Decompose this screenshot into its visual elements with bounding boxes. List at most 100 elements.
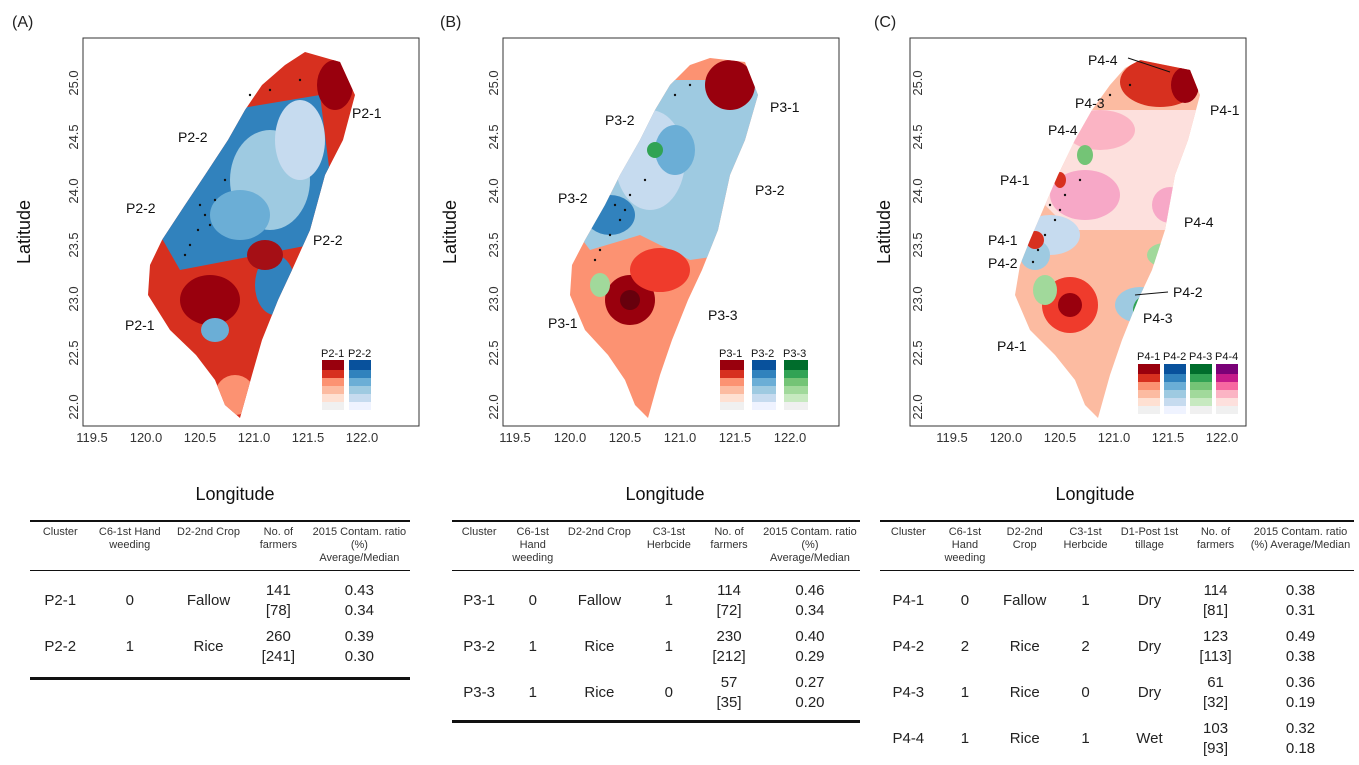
x-axis-title: Longitude [625, 484, 704, 504]
table-rule-bottom [452, 720, 860, 723]
y-tick-label: 25.0 [66, 70, 81, 95]
cell-contam: 0.36 0.19 [1247, 667, 1354, 713]
col-c6: C6-1st Hand weeding [512, 526, 554, 564]
legend-ramp-green [784, 360, 808, 410]
cell-cluster: P3-1 [463, 592, 495, 609]
cell-farmers: 61 [32] [1184, 667, 1247, 713]
legend-ramp-green [1190, 364, 1212, 414]
y-axis: 25.0 24.5 24.0 23.5 23.0 22.5 22.0 [66, 70, 81, 419]
cell-c3: 0 [1081, 684, 1090, 701]
annotation-label: P4-4 [1184, 214, 1214, 230]
cell-d2: Rice [584, 638, 615, 655]
table-rule-top [880, 520, 1354, 522]
col-farmers: No. of farmers [259, 526, 297, 551]
x-tick-label: 119.5 [76, 430, 108, 445]
cell-contam: 0.43 0.34 [309, 571, 410, 621]
farmers-count: 103 [1203, 720, 1229, 737]
cell-farmers: 114 [72] [698, 571, 760, 621]
table-rule-bottom [30, 677, 410, 680]
map-b: P3-1 P3-2 P3-2 P3-2 P3-1 P3-3 P3-1 P3-2 … [440, 37, 840, 504]
x-tick-label: 120.5 [1044, 430, 1077, 445]
cell-c6: 1 [960, 684, 970, 701]
cell-d1: Dry [1137, 638, 1162, 655]
annotation-label: P3-1 [770, 99, 800, 115]
cell-d1: Dry [1137, 684, 1162, 701]
table-row: P3-2 1 Rice 1 230 [212] 0.40 0.29 [452, 621, 860, 667]
col-contam: 2015 Contam. ratio (%) Average/Median [763, 526, 857, 564]
leader-line [1127, 57, 1171, 73]
farmers-count: 230 [716, 628, 742, 645]
farmers-sub: [212] [712, 648, 746, 665]
panel-label: (B) [440, 14, 462, 31]
cell-farmers: 114 [81] [1184, 571, 1247, 621]
y-tick-label: 23.5 [910, 232, 925, 257]
col-contam: 2015 Contam. ratio (%) Average/Median [1250, 526, 1351, 551]
cell-cluster: P4-3 [892, 684, 925, 701]
annotation-label: P4-1 [988, 232, 1018, 248]
x-axis-title: Longitude [195, 484, 274, 504]
legend-label: P2-2 [348, 348, 371, 360]
cell-contam: 0.32 0.18 [1247, 713, 1354, 759]
y-tick-label: 24.5 [486, 124, 501, 149]
col-c6: C6-1st Hand weeding [98, 526, 161, 551]
x-tick-label: 122.0 [774, 430, 807, 445]
table-row: P2-1 0 Fallow 141 [78] 0.43 0.34 [30, 571, 410, 621]
x-tick-label: 119.5 [499, 430, 531, 445]
table-rule-top [452, 520, 860, 522]
cell-farmers: 57 [35] [698, 667, 760, 713]
y-tick-label: 24.5 [66, 124, 81, 149]
legend-label: P2-1 [321, 348, 344, 360]
cell-cluster: P3-2 [463, 638, 495, 655]
cell-cluster: P2-1 [44, 592, 77, 609]
legend-label: P3-3 [783, 348, 806, 360]
cell-contam: 0.38 0.31 [1247, 571, 1354, 621]
contam-avg: 0.38 [1285, 582, 1316, 599]
x-tick-label: 120.0 [130, 430, 163, 445]
cell-farmers: 123 [113] [1184, 621, 1247, 667]
table-rule-mid [452, 570, 860, 571]
contam-avg: 0.43 [344, 582, 374, 599]
legend-label: P3-2 [751, 348, 774, 360]
panel-label: (A) [12, 14, 34, 31]
cell-d2: Rice [1009, 684, 1040, 701]
y-tick-label: 22.0 [486, 394, 501, 419]
cell-contam: 0.46 0.34 [760, 571, 860, 621]
cell-farmers: 141 [78] [248, 571, 309, 621]
farmers-count: 61 [1207, 674, 1224, 691]
x-tick-label: 121.0 [1098, 430, 1131, 445]
contam-median: 0.34 [795, 602, 825, 619]
legend-ramp-red [720, 360, 744, 410]
map-c: P4-4 P4-3 P4-1 P4-4 P4-1 P4-4 P4-1 P4-2 … [874, 37, 1247, 504]
annotation-label: P4-2 [1173, 284, 1203, 300]
col-d2: D2-2nd Crop [177, 526, 240, 538]
cell-d2: Fallow [577, 592, 622, 609]
annotation-label: P4-1 [997, 338, 1027, 354]
panel-b: (B) P3-1 P3-2 P3-2 P3-2 P3-1 P3-3 [440, 0, 870, 765]
cell-c6: 1 [125, 638, 134, 655]
cell-cluster: P2-2 [44, 638, 77, 655]
annotation-label: P4-4 [1048, 122, 1078, 138]
farmers-sub: [241] [261, 648, 296, 665]
y-tick-label: 24.0 [910, 178, 925, 203]
farmers-count: 141 [265, 582, 291, 599]
farmers-count: 57 [720, 674, 738, 691]
cell-c3: 0 [664, 684, 674, 701]
x-tick-label: 121.5 [1152, 430, 1185, 445]
annotation-label: P4-4 [1088, 52, 1118, 68]
cell-d2: Fallow [186, 592, 231, 609]
annotation-label: P2-1 [125, 317, 155, 333]
cell-d2: Fallow [1003, 592, 1047, 609]
cell-c3: 2 [1081, 638, 1090, 655]
x-tick-label: 119.5 [936, 430, 968, 445]
contam-avg: 0.39 [344, 628, 374, 645]
y-tick-label: 25.0 [910, 70, 925, 95]
y-tick-label: 22.0 [910, 394, 925, 419]
farmers-sub: [93] [1203, 740, 1229, 757]
col-contam: 2015 Contam. ratio (%) Average/Median [312, 526, 407, 564]
table-row: P2-2 1 Rice 260 [241] 0.39 0.30 [30, 621, 410, 667]
panel-a: (A) P2-1 P2-2 P2-2 P2-2 P2-1 [0, 0, 440, 765]
sample-points [1031, 83, 1132, 264]
col-c3: C3-1st Herbcide [646, 526, 691, 551]
contam-avg: 0.36 [1285, 674, 1316, 691]
annotation-label: P4-1 [1000, 172, 1030, 188]
